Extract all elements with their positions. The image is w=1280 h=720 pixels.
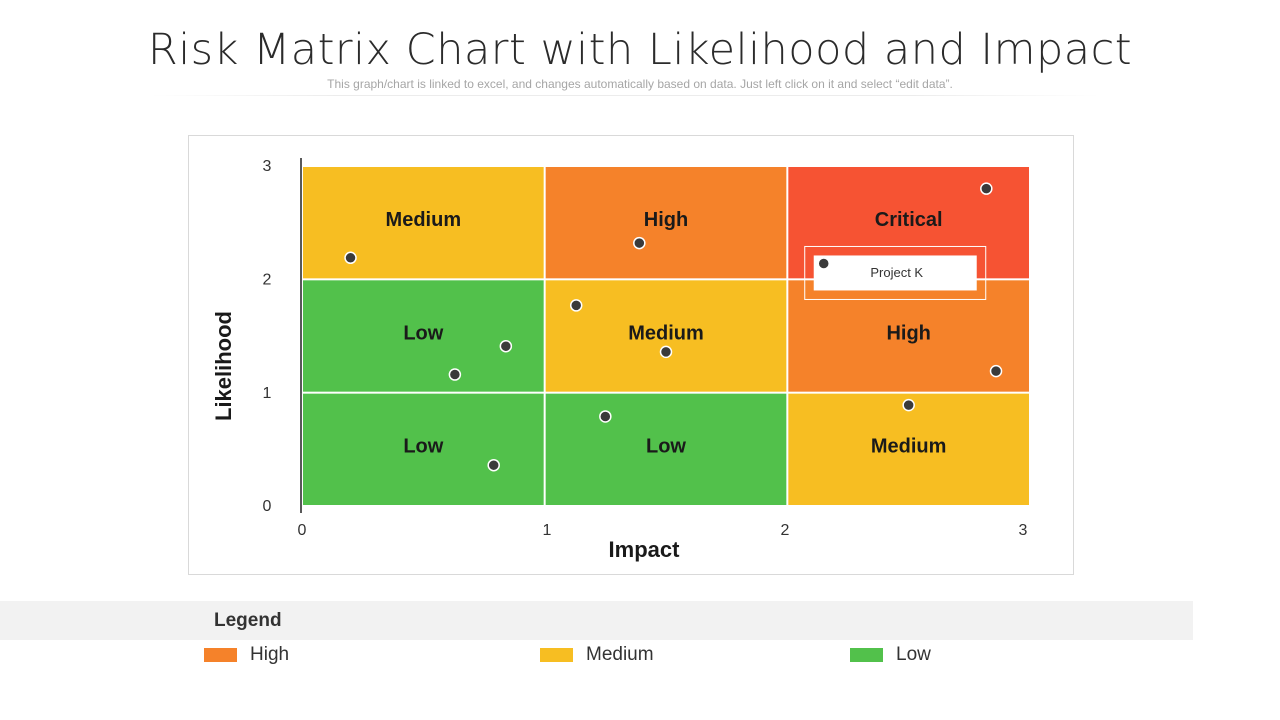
data-point[interactable] [599,410,612,423]
y-tick-label: 1 [263,385,272,402]
y-axis-title: Likelihood [211,311,236,421]
zone-cell-low [303,393,544,505]
data-point[interactable] [980,182,993,195]
data-point[interactable] [633,236,646,250]
zone-label: High [644,209,688,231]
zone-cell-low [303,280,544,392]
zone-label: Critical [875,209,943,231]
zone-cell-medium [303,167,544,279]
legend-swatch-high [204,648,237,662]
point-label: Project K [870,265,923,280]
zone-cell-high [545,167,787,279]
y-tick-label: 2 [263,272,272,289]
chart-frame[interactable]: Low Low Medium Low Medium High Medium High Criti… [188,135,1074,575]
zone-cell-low [545,393,787,505]
data-point[interactable] [487,458,500,472]
zone-label: High [886,322,930,344]
data-point[interactable] [989,364,1003,378]
legend-label-high: High [250,644,290,665]
risk-matrix-chart[interactable]: Low Low Medium Low Medium High Medium High Criti… [189,136,1075,576]
zone-label: Low [403,436,443,458]
data-point[interactable] [569,299,583,312]
data-point[interactable] [902,398,915,412]
zone-cell-medium [788,393,1029,505]
legend-band [0,601,1193,640]
page-title: Risk Matrix Chart with Likelihood and Im… [147,25,1133,75]
data-point[interactable] [448,368,462,381]
x-tick-label: 1 [543,522,552,539]
legend-item-high: High [204,644,289,666]
legend-item-low: Low [850,644,931,666]
zone-label: Medium [871,436,947,458]
y-tick-label: 0 [263,498,272,515]
legend-label-medium: Medium [586,644,654,665]
zone-cell-high [788,280,1029,392]
zone-label: Medium [628,322,704,344]
data-point[interactable] [344,251,357,265]
legend-title: Legend [214,610,282,631]
y-tick-label: 3 [263,158,272,175]
x-tick-label: 2 [781,522,790,539]
x-tick-label: 0 [298,522,307,539]
data-point[interactable] [499,339,513,353]
legend-swatch-low [850,648,883,662]
legend-label-low: Low [896,644,931,665]
legend-swatch-medium [540,648,573,662]
page-subtitle: This graph/chart is linked to excel, and… [327,77,953,91]
zone-label: Medium [386,209,462,231]
zone-label: Low [646,436,686,458]
data-point[interactable] [659,345,673,359]
callout-frame [804,245,987,300]
data-point[interactable] [817,257,830,270]
callout-box [813,255,977,291]
legend-item-medium: Medium [540,644,654,666]
subtitle-divider [150,95,1100,96]
zone-cell-medium [545,280,787,392]
x-tick-label: 3 [1019,522,1028,539]
zone-label: Low [403,322,443,344]
x-axis-title: Impact [609,537,681,562]
